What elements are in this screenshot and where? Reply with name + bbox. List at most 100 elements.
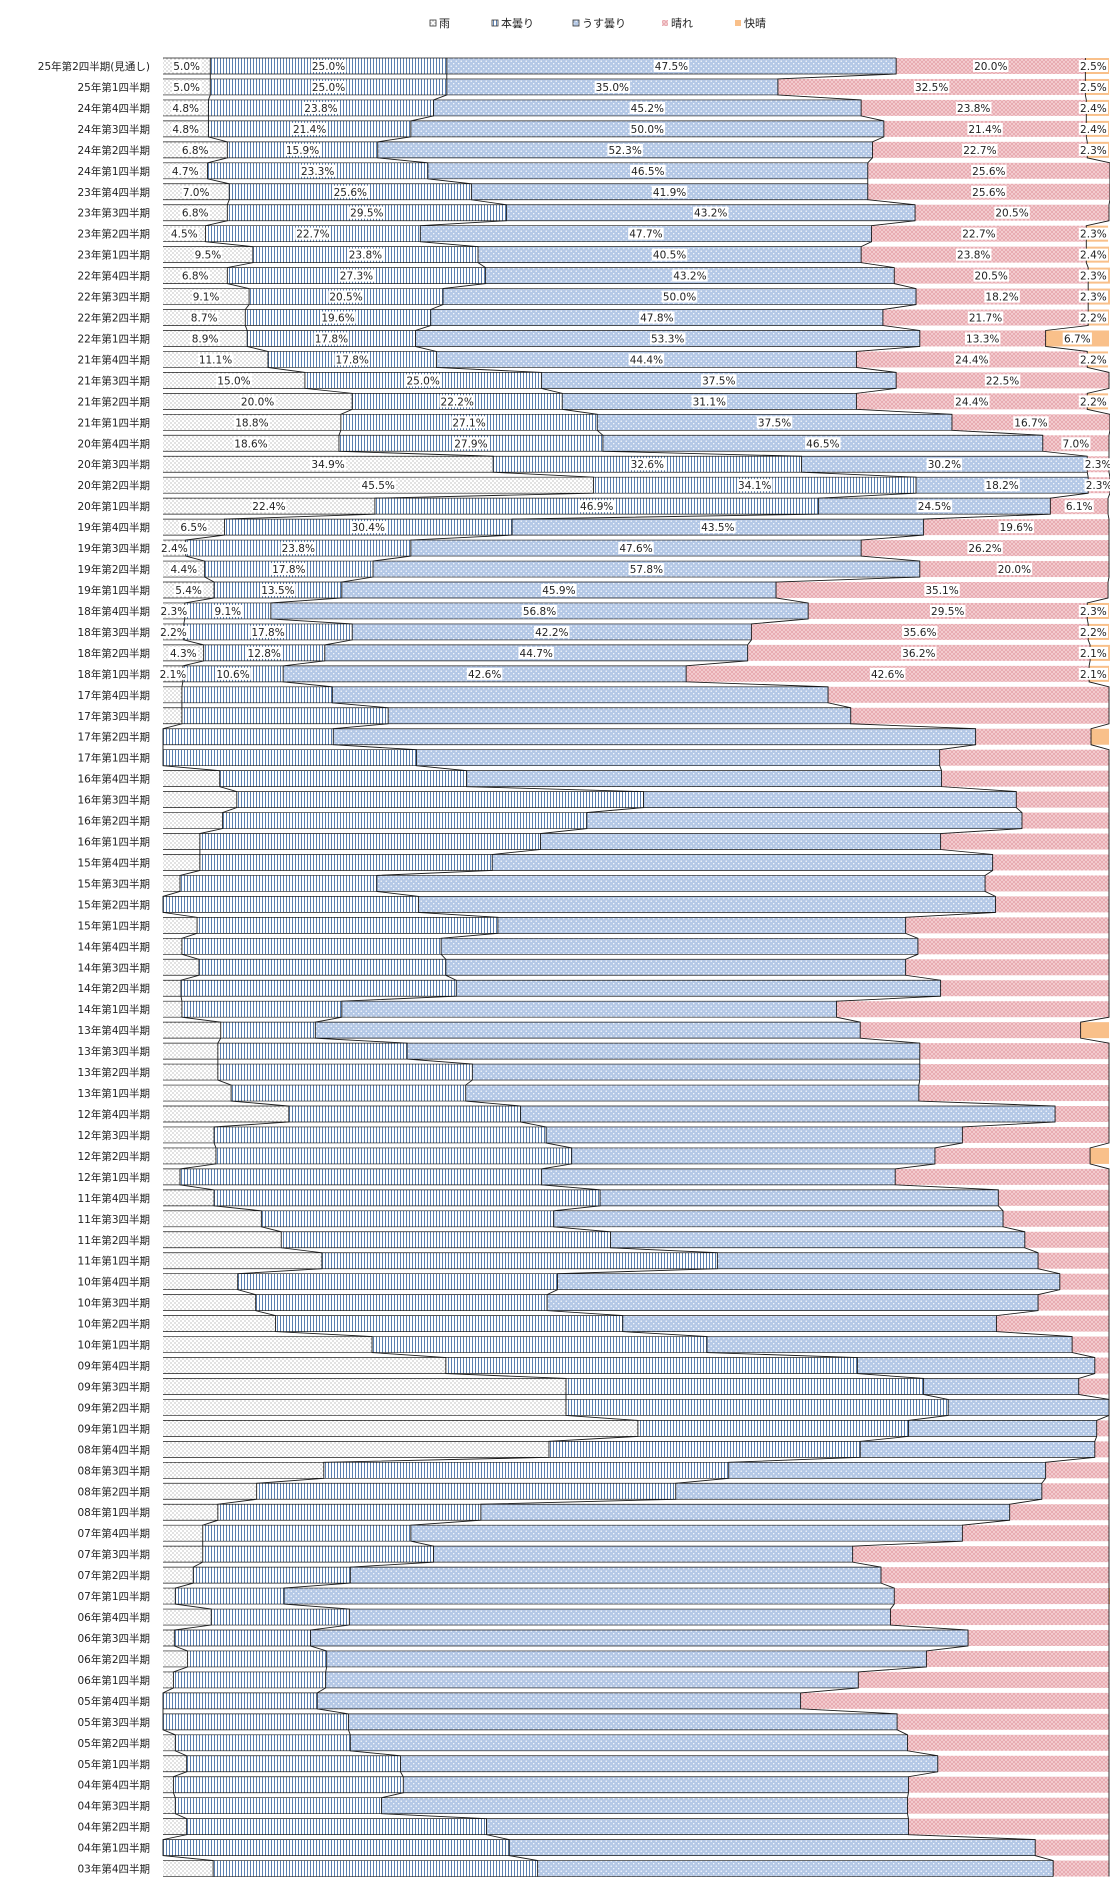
category-label: 12年第3四半期: [77, 1129, 150, 1142]
data-label: 31.1%: [693, 396, 726, 408]
bar-segment-50-1: [288, 1106, 521, 1122]
data-label: 47.5%: [655, 61, 688, 73]
data-label: 53.3%: [651, 333, 684, 345]
data-label: 15.9%: [286, 145, 319, 157]
data-label: 35.6%: [903, 627, 936, 639]
bar-segment-61-2: [706, 1336, 1073, 1353]
data-label: 2.3%: [161, 606, 188, 618]
bar-segment-43-0: [163, 959, 199, 976]
data-label-bg: [234, 416, 270, 429]
data-label: 27.3%: [340, 271, 373, 283]
data-label: 23.8%: [349, 250, 382, 262]
bar-segment-70-2: [410, 1525, 963, 1542]
category-label: 20年第3四半期: [77, 458, 150, 471]
data-label: 32.5%: [915, 82, 948, 94]
data-label-bg: [618, 542, 654, 555]
data-label: 2.5%: [1080, 61, 1107, 73]
data-label: 22.7%: [962, 229, 995, 241]
bar-segment-40-2: [418, 896, 996, 913]
data-label-bg: [350, 521, 387, 534]
data-label-bg: [756, 416, 793, 429]
data-label-bg: [994, 206, 1030, 219]
data-label-bg: [926, 458, 963, 471]
data-label-bg: [1084, 479, 1110, 492]
data-label: 18.2%: [985, 292, 1018, 304]
data-label-bg: [280, 542, 317, 555]
bar-segment-48-3: [919, 1064, 1109, 1081]
data-label-bg: [629, 101, 666, 114]
data-label: 35.0%: [596, 82, 629, 94]
data-label: 4.3%: [170, 648, 197, 660]
bar-segment-79-1: [163, 1713, 349, 1730]
data-label-bg: [639, 311, 675, 324]
category-label: 23年第2四半期: [77, 228, 150, 241]
category-labels: 25年第2四半期(見通し) 25年第1四半期 24年第4四半期 24年第3四半期 24年…: [38, 60, 150, 1876]
data-label: 30.4%: [352, 522, 385, 534]
bar-segment-47-3: [919, 1043, 1109, 1060]
bar-segment-44-0: [163, 980, 181, 997]
bar-segment-56-3: [1024, 1231, 1109, 1248]
bar-segment-54-3: [998, 1189, 1109, 1206]
bar-segment-76-0: [163, 1650, 188, 1667]
category-label: 07年第1四半期: [77, 1590, 150, 1603]
data-label: 6.8%: [182, 208, 209, 220]
legend-swatch: [491, 19, 499, 27]
bar-segment-65-1: [637, 1420, 909, 1437]
data-label: 47.7%: [629, 229, 662, 241]
data-label-bg: [962, 143, 998, 156]
bar-segment-58-2: [557, 1273, 1060, 1290]
category-label: 04年第3四半期: [77, 1800, 150, 1813]
bar-segment-53-2: [541, 1168, 896, 1185]
data-label-bg: [310, 80, 347, 93]
category-label: 11年第1四半期: [77, 1255, 150, 1268]
data-label-bg: [159, 542, 189, 555]
data-label-bg: [628, 353, 665, 366]
data-label: 25.6%: [334, 187, 367, 199]
bar-segment-62-2: [857, 1357, 1095, 1374]
bar-segment-45-0: [163, 1001, 182, 1018]
data-label-bg: [191, 290, 221, 303]
category-label: 17年第4四半期: [77, 689, 150, 702]
data-label-bg: [984, 374, 1021, 387]
legend-item-4: 快晴: [735, 17, 766, 30]
category-label: 18年第1四半期: [77, 668, 150, 681]
category-label: 19年第4四半期: [77, 521, 150, 534]
data-label-bg: [158, 625, 189, 638]
data-label: 2.2%: [1080, 354, 1107, 366]
bar-segment-84-3: [908, 1818, 1109, 1835]
data-label-bg: [1078, 311, 1108, 324]
data-label-bg: [521, 604, 558, 617]
data-label: 34.1%: [738, 480, 771, 492]
category-label: 04年第2四半期: [77, 1821, 150, 1834]
data-label: 43.2%: [673, 271, 706, 283]
data-label-bg: [328, 290, 364, 303]
bar-segment-60-3: [996, 1315, 1109, 1332]
bar-segment-56-2: [610, 1231, 1025, 1248]
bar-segment-69-2: [480, 1504, 1010, 1521]
bar-segment-34-0: [163, 770, 220, 787]
data-label: 25.6%: [972, 187, 1005, 199]
data-label-bg: [1078, 248, 1108, 261]
category-label: 18年第2四半期: [77, 647, 150, 660]
data-label-bg: [649, 332, 686, 345]
bar-segment-43-3: [905, 959, 1109, 976]
legend-label: 快晴: [744, 17, 766, 30]
bar-segment-83-0: [163, 1797, 176, 1814]
bar-segment-82-3: [908, 1776, 1109, 1793]
data-label-bg: [251, 500, 287, 513]
data-label-bg: [193, 248, 223, 261]
data-label-bg: [172, 80, 202, 93]
bar-segment-32-4: [1091, 728, 1109, 745]
bar-segment-52-1: [215, 1147, 572, 1164]
data-label: 2.5%: [1080, 82, 1107, 94]
bar-segment-46-3: [860, 1022, 1081, 1039]
category-label: 13年第2四半期: [77, 1066, 150, 1079]
data-label-bg: [630, 164, 666, 177]
category-label: 22年第4四半期: [77, 270, 150, 283]
data-label-bg: [1064, 500, 1094, 513]
bar-segment-72-1: [193, 1567, 351, 1584]
bar-segment-53-0: [163, 1168, 181, 1185]
bar-segment-44-1: [180, 980, 457, 997]
bar-segment-40-3: [995, 896, 1109, 913]
